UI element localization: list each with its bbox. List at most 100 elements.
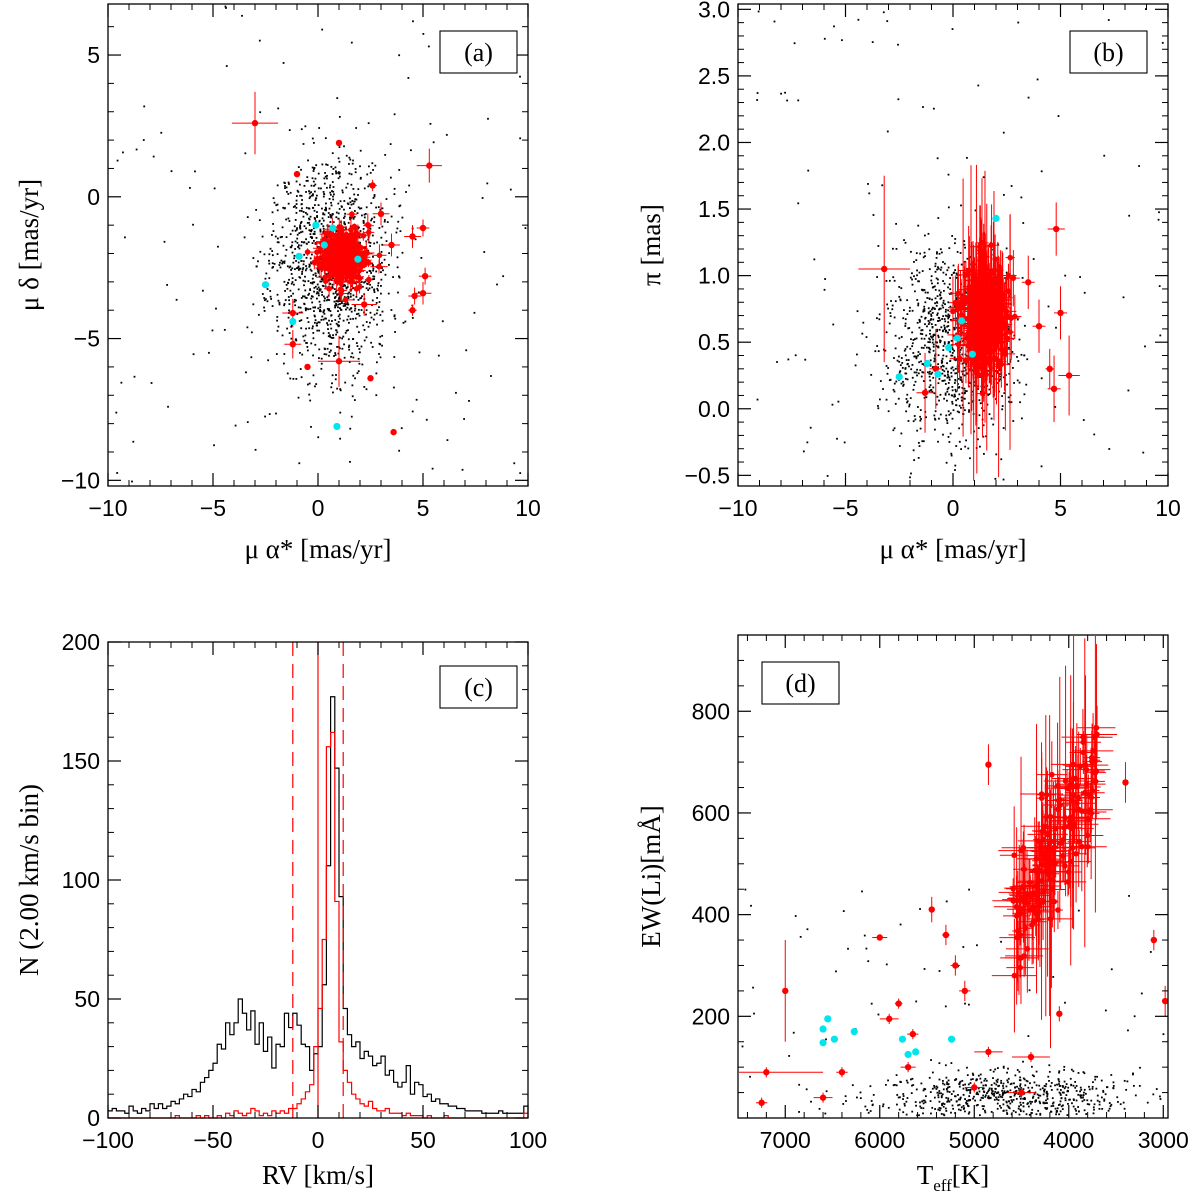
background-point — [352, 216, 355, 219]
background-point — [344, 212, 346, 215]
background-point — [934, 428, 936, 431]
background-point — [955, 404, 957, 407]
member-point — [390, 428, 397, 436]
background-point — [961, 387, 964, 389]
background-point — [322, 318, 325, 321]
background-point — [986, 403, 989, 406]
x-tick-label: −100 — [82, 1127, 134, 1153]
background-point — [934, 265, 937, 268]
member-point — [1001, 321, 1008, 328]
background-point — [313, 314, 316, 317]
background-point — [294, 205, 296, 208]
background-point — [346, 318, 349, 321]
member-point — [965, 330, 971, 337]
background-point — [918, 271, 921, 274]
background-point — [963, 366, 966, 369]
background-point — [902, 380, 904, 383]
background-point — [962, 362, 965, 365]
background-point — [910, 338, 912, 341]
background-point — [319, 230, 322, 233]
background-point — [935, 277, 938, 280]
background-point — [1003, 193, 1005, 196]
background-point — [308, 192, 311, 195]
background-point — [327, 216, 330, 218]
background-point — [893, 390, 896, 393]
background-point — [379, 208, 382, 211]
background-point — [349, 460, 351, 463]
background-point — [356, 325, 359, 328]
background-point — [958, 327, 961, 329]
background-point — [337, 303, 340, 306]
background-point — [988, 388, 991, 391]
background-point — [288, 332, 291, 334]
background-point — [298, 267, 301, 270]
background-point — [891, 304, 894, 307]
background-point — [906, 378, 909, 381]
background-point — [886, 20, 889, 23]
background-point — [359, 207, 361, 210]
background-point — [836, 437, 838, 440]
background-point — [313, 166, 316, 169]
background-point — [904, 322, 907, 325]
background-point — [965, 354, 968, 357]
background-point — [927, 371, 929, 374]
background-point — [335, 322, 338, 325]
background-point — [927, 307, 930, 310]
special-point — [992, 214, 1000, 222]
background-point — [364, 280, 367, 283]
background-point — [322, 311, 325, 314]
y-tick-label: 0 — [87, 1105, 100, 1131]
background-point — [939, 340, 942, 342]
background-point — [320, 318, 323, 321]
background-point — [314, 199, 317, 202]
background-point — [928, 248, 931, 251]
background-point — [371, 262, 373, 265]
background-point — [304, 269, 307, 272]
background-point — [948, 393, 950, 396]
background-point — [315, 194, 318, 197]
background-point — [937, 382, 940, 385]
background-point — [393, 113, 396, 116]
background-point — [225, 7, 227, 9]
background-point — [930, 313, 932, 316]
background-point — [1016, 379, 1019, 382]
y-tick-label: 3.0 — [698, 0, 730, 22]
background-point — [1002, 478, 1005, 481]
background-point — [299, 222, 302, 225]
background-point — [326, 177, 328, 180]
background-point — [343, 356, 346, 359]
member-point — [994, 288, 1000, 294]
background-point — [1007, 396, 1010, 399]
background-point — [509, 188, 512, 191]
background-point — [299, 368, 302, 370]
background-point — [331, 190, 333, 192]
background-point — [318, 289, 321, 292]
background-point — [284, 185, 286, 187]
background-point — [934, 418, 937, 421]
special-point — [295, 252, 303, 260]
background-point — [376, 309, 379, 312]
background-point — [337, 157, 340, 160]
background-point — [367, 122, 370, 125]
background-point — [343, 343, 345, 346]
background-point — [320, 278, 323, 281]
background-point — [889, 315, 892, 318]
background-point — [974, 209, 977, 212]
background-point — [334, 304, 337, 307]
background-point — [325, 317, 327, 320]
background-point — [404, 320, 407, 323]
background-point — [368, 287, 371, 290]
background-point — [394, 317, 397, 320]
background-point — [968, 385, 970, 388]
background-point — [311, 206, 314, 209]
background-point — [308, 327, 311, 330]
background-point — [929, 359, 932, 362]
background-point — [264, 277, 267, 280]
background-point — [368, 241, 370, 244]
background-point — [1023, 354, 1026, 357]
background-point — [953, 395, 956, 398]
background-point — [922, 371, 925, 374]
background-point — [310, 184, 313, 187]
background-point — [960, 406, 962, 409]
background-point — [329, 186, 331, 189]
